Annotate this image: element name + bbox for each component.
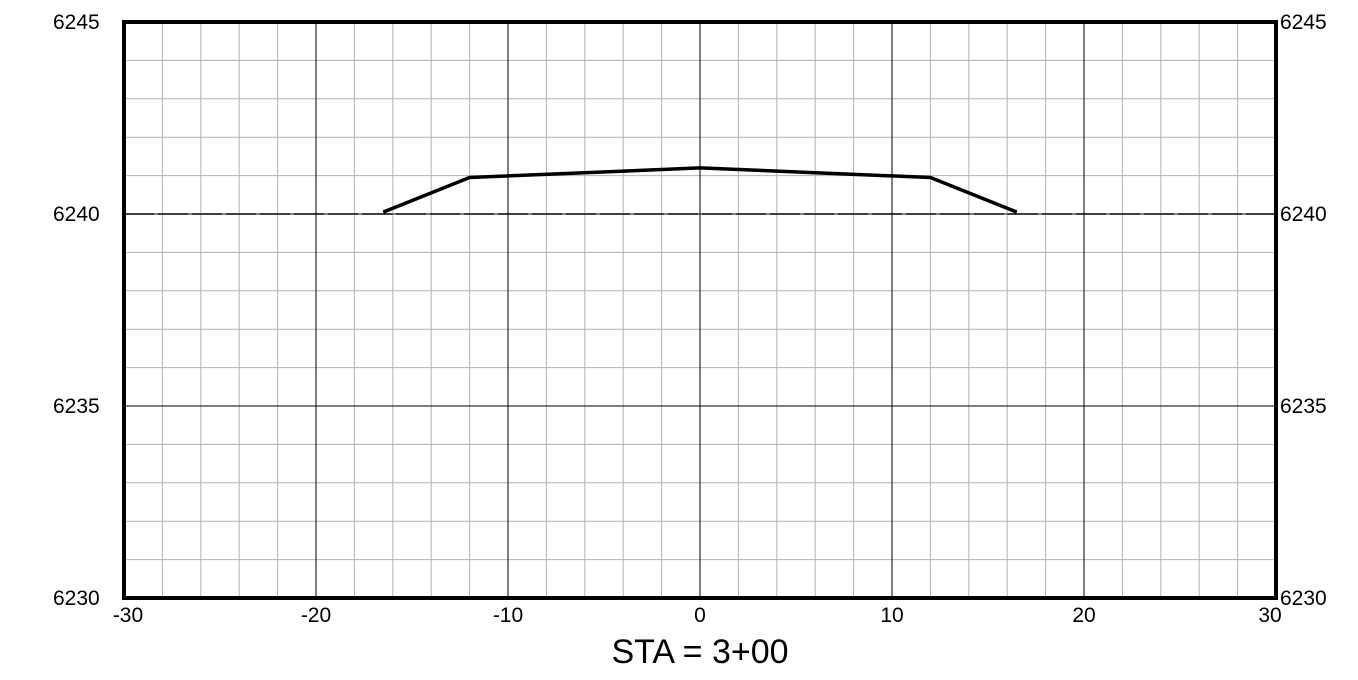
- x-tick-label: -20: [301, 604, 331, 627]
- y-tick-label-left: 6230: [53, 587, 100, 610]
- series-layer: [124, 166, 1276, 215]
- x-tick-label: -30: [113, 604, 143, 627]
- x-tick-labels: -30 -20 -10 0 10 20 30: [113, 604, 1282, 627]
- x-tick-label: 20: [1072, 604, 1095, 627]
- y-tick-label-right: 6235: [1280, 395, 1327, 418]
- y-tick-labels-left: 6230 6235 6240 6245: [53, 11, 100, 610]
- proposed-section-line: [382, 166, 1018, 214]
- major-grid: [123, 21, 1277, 599]
- y-tick-label-right: 6230: [1280, 587, 1327, 610]
- y-tick-labels-right: 6230 6235 6240 6245: [1280, 11, 1327, 610]
- x-tick-label: 30: [1258, 604, 1281, 627]
- y-tick-label-left: 6240: [53, 203, 100, 226]
- station-label: STA = 3+00: [611, 633, 788, 671]
- y-tick-label-right: 6245: [1280, 11, 1327, 34]
- plot-frame: [122, 20, 1278, 600]
- x-tick-label: 0: [694, 604, 706, 627]
- x-tick-label: -10: [493, 604, 523, 627]
- x-tick-label: 10: [880, 604, 903, 627]
- y-tick-label-right: 6240: [1280, 203, 1327, 226]
- y-tick-label-left: 6245: [53, 11, 100, 34]
- y-tick-label-left: 6235: [53, 395, 100, 418]
